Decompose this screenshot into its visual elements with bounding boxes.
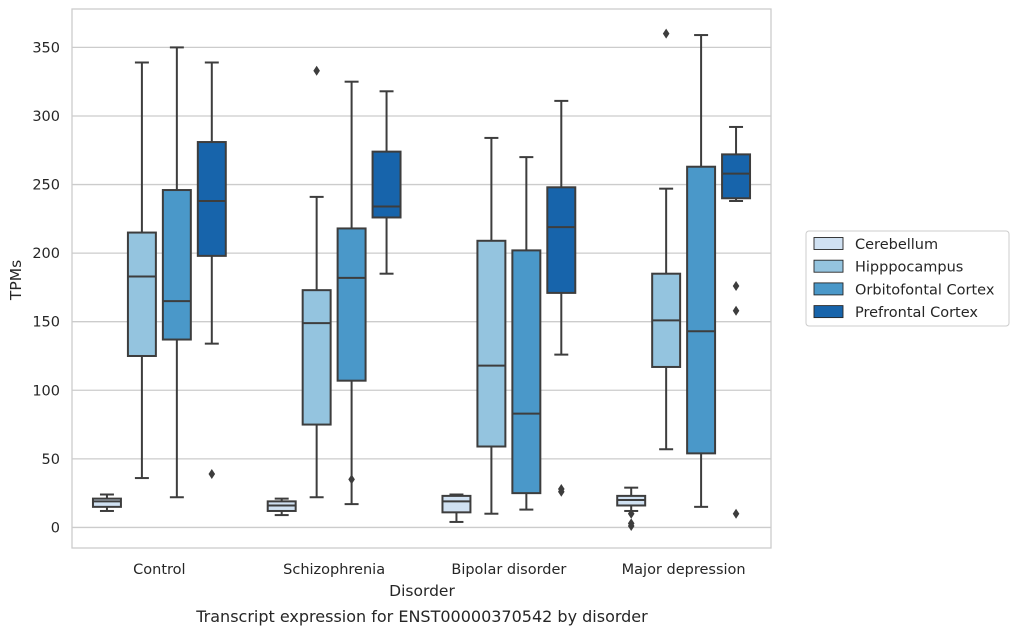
box-0-0: [91, 493, 122, 512]
box-3-3: [721, 125, 752, 519]
y-tick-label: 250: [32, 178, 60, 194]
legend-entry-label: Orbitofontal Cortex: [855, 282, 995, 298]
outlier-point: [348, 474, 355, 485]
legend-entry-label: Hipppocampus: [855, 260, 963, 276]
x-tick-label: Major depression: [622, 562, 746, 578]
x-tick-label: Schizophrenia: [283, 562, 385, 578]
box-iqr: [336, 227, 367, 382]
y-tick-label: 300: [32, 109, 60, 125]
box-0-2: [161, 46, 192, 499]
box-iqr: [441, 494, 472, 514]
outlier-point: [313, 65, 320, 76]
legend-frame: [805, 230, 1010, 327]
y-tick-label: 200: [32, 246, 60, 262]
figure-caption: Transcript expression for ENST0000037054…: [195, 607, 648, 626]
outlier-point: [208, 468, 216, 479]
plot-area-frame: [71, 8, 772, 549]
outlier-point: [662, 28, 670, 39]
legend: Cerebellum Hipppocampus Orbitofontal Corte…: [805, 230, 1010, 327]
box-plots: [91, 28, 752, 532]
x-axis-label: Disorder: [389, 582, 455, 600]
box-iqr: [196, 141, 227, 257]
outlier-point: [627, 508, 635, 519]
x-tick-label: Control: [133, 562, 185, 578]
box-iqr: [161, 189, 192, 341]
x-tick-labels: Control Schizophrenia Bipolar disorder Majo…: [133, 562, 745, 578]
box-iqr: [371, 150, 402, 219]
box-iqr: [476, 239, 507, 448]
y-axis-label: TPMs: [7, 260, 25, 301]
y-tick-label: 100: [32, 383, 60, 399]
legend-swatch: [813, 305, 844, 319]
legend-entry-label: Cerebellum: [855, 237, 938, 253]
box-iqr: [126, 231, 157, 357]
box-2-1: [476, 136, 507, 515]
box-3-2: [686, 34, 717, 508]
y-tick-label: 50: [42, 452, 60, 468]
box-3-0: [616, 486, 647, 532]
outlier-point: [627, 518, 635, 529]
x-tick-label: Bipolar disorder: [451, 562, 566, 578]
box-iqr: [511, 249, 542, 495]
box-iqr: [686, 165, 717, 455]
legend-swatch: [813, 259, 844, 273]
box-2-3: [546, 99, 577, 497]
outlier-point: [732, 508, 740, 519]
outlier-point: [732, 305, 740, 316]
y-tick-label: 350: [32, 40, 60, 56]
box-iqr: [301, 289, 332, 426]
y-tick-labels: 0 50 100 150 200 250 300 350: [32, 40, 60, 536]
legend-entry-label: Prefrontal Cortex: [855, 305, 978, 321]
box-iqr: [91, 497, 122, 508]
outlier-point: [558, 484, 565, 495]
outlier-point: [732, 281, 740, 292]
box-iqr: [721, 153, 752, 200]
box-0-3: [196, 61, 227, 479]
box-1-2: [336, 80, 367, 506]
legend-swatch: [813, 237, 844, 250]
box-1-0: [266, 497, 297, 517]
box-1-3: [371, 90, 402, 275]
box-1-1: [301, 65, 332, 499]
y-tick-label: 150: [32, 315, 60, 331]
box-3-1: [651, 28, 682, 451]
box-0-1: [126, 61, 157, 480]
y-tick-label: 0: [51, 520, 60, 536]
box-iqr: [546, 186, 577, 294]
box-2-0: [441, 493, 472, 523]
box-2-2: [511, 156, 542, 511]
legend-swatch: [813, 282, 844, 296]
